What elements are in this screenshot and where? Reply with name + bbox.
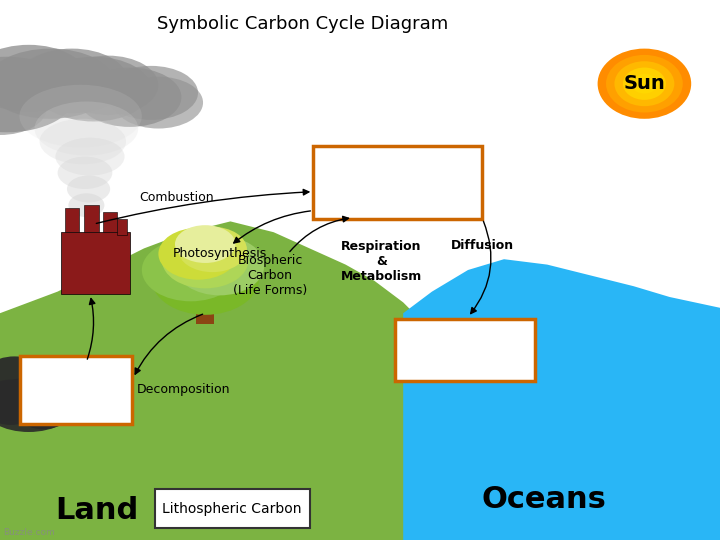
FancyArrowPatch shape [87, 299, 95, 359]
Text: Lithospheric Carbon: Lithospheric Carbon [163, 502, 302, 516]
Ellipse shape [0, 378, 76, 432]
FancyBboxPatch shape [155, 489, 310, 528]
Ellipse shape [175, 236, 264, 295]
Polygon shape [0, 221, 720, 540]
Ellipse shape [36, 57, 151, 122]
Ellipse shape [0, 45, 88, 112]
Ellipse shape [67, 176, 110, 202]
Ellipse shape [35, 102, 138, 156]
Text: Diffusion: Diffusion [451, 239, 514, 252]
Polygon shape [403, 259, 720, 540]
FancyArrowPatch shape [234, 211, 310, 243]
Ellipse shape [162, 232, 248, 288]
Ellipse shape [114, 77, 203, 129]
Ellipse shape [19, 85, 142, 147]
Ellipse shape [104, 66, 198, 120]
Ellipse shape [623, 68, 666, 100]
Ellipse shape [175, 225, 235, 263]
Ellipse shape [58, 157, 112, 189]
Text: Buzzle.com: Buzzle.com [4, 528, 55, 537]
Ellipse shape [158, 228, 238, 280]
Ellipse shape [598, 49, 691, 119]
Text: Oceans: Oceans [481, 485, 606, 514]
FancyBboxPatch shape [196, 270, 214, 324]
FancyArrowPatch shape [289, 217, 348, 252]
Ellipse shape [9, 370, 78, 429]
Ellipse shape [0, 49, 115, 119]
FancyBboxPatch shape [65, 208, 79, 232]
Ellipse shape [0, 57, 76, 132]
Ellipse shape [68, 193, 104, 217]
Text: Combustion: Combustion [139, 191, 214, 204]
Ellipse shape [614, 61, 675, 106]
Ellipse shape [631, 74, 657, 93]
FancyBboxPatch shape [84, 205, 99, 232]
Text: Sun: Sun [624, 74, 665, 93]
FancyBboxPatch shape [61, 232, 130, 294]
Ellipse shape [142, 239, 240, 301]
Ellipse shape [78, 68, 181, 127]
Ellipse shape [16, 49, 128, 113]
Text: Symbolic Carbon Cycle Diagram: Symbolic Carbon Cycle Diagram [157, 15, 448, 33]
Text: Land: Land [55, 496, 139, 525]
FancyArrowPatch shape [96, 190, 309, 224]
Ellipse shape [151, 241, 259, 315]
FancyBboxPatch shape [395, 319, 535, 381]
Ellipse shape [40, 119, 126, 164]
Ellipse shape [58, 56, 158, 115]
FancyBboxPatch shape [313, 146, 482, 219]
FancyArrowPatch shape [135, 314, 202, 374]
FancyArrowPatch shape [471, 221, 491, 314]
Text: Respiration
&
Metabolism: Respiration & Metabolism [341, 240, 422, 284]
Text: Photosynthesis: Photosynthesis [173, 247, 266, 260]
Ellipse shape [25, 370, 83, 418]
Text: Biospheric
Carbon
(Life Forms): Biospheric Carbon (Life Forms) [233, 254, 307, 297]
Ellipse shape [0, 81, 47, 135]
Ellipse shape [606, 55, 683, 112]
Ellipse shape [55, 138, 125, 176]
Text: Decomposition: Decomposition [137, 383, 230, 396]
FancyBboxPatch shape [20, 356, 132, 424]
Ellipse shape [0, 380, 41, 425]
Ellipse shape [178, 227, 247, 272]
FancyBboxPatch shape [103, 212, 117, 232]
FancyBboxPatch shape [117, 219, 127, 235]
Ellipse shape [0, 356, 54, 421]
